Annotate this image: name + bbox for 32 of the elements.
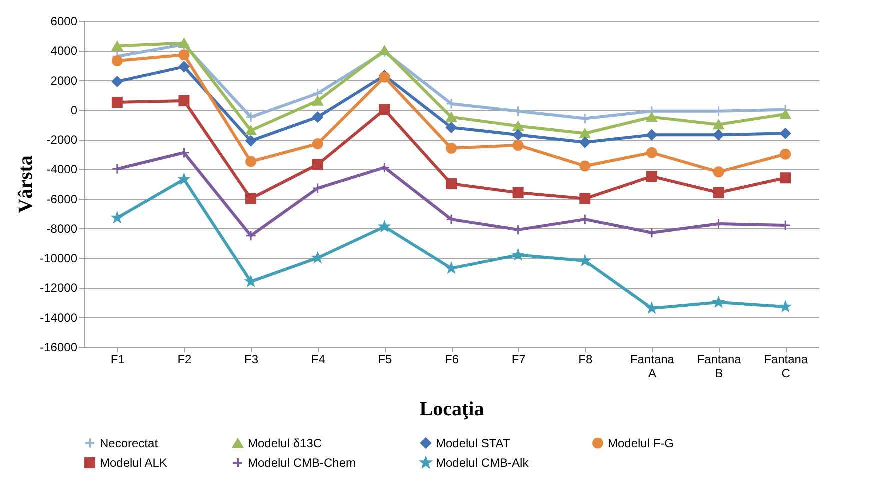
x-tick-label: F7	[512, 352, 526, 366]
y-tick-label: 0	[70, 103, 78, 118]
y-tick-label: -6000	[46, 192, 78, 206]
x-tick-label: F1	[110, 352, 126, 366]
legend-label: Modelul ALK	[100, 456, 168, 470]
y-tick-label: -8000	[46, 222, 78, 236]
y-tick-label: -4000	[46, 162, 78, 177]
y-tick-label: -2000	[46, 133, 78, 148]
legend-label: Modelul δ13C	[248, 436, 322, 451]
y-tick-label: 6000	[50, 14, 78, 28]
y-tick-label: -12000	[40, 281, 78, 296]
x-tick-label: Fantana C	[764, 352, 808, 380]
legend-label: Modelul STAT	[436, 436, 511, 450]
x-tick-label: Fantana B	[697, 352, 742, 380]
y-tick-label: -14000	[40, 310, 78, 325]
x-tick-label: F3	[244, 352, 259, 366]
x-tick-label: Fantana A	[630, 352, 675, 380]
legend-label: Modelul F-G	[608, 436, 674, 450]
y-tick-label: 4000	[50, 44, 78, 58]
x-tick-label: F4	[311, 352, 326, 366]
x-tick-label: F5	[378, 352, 393, 366]
y-tick-label: -10000	[40, 252, 78, 266]
x-tick-label: F6	[444, 352, 460, 366]
legend-label: Modelul CMB-Chem	[248, 456, 356, 470]
x-tick-label: F2	[178, 352, 192, 366]
legend-label: Modelul CMB-Alk	[436, 456, 530, 470]
y-axis-title: Vârsta	[15, 156, 38, 214]
x-tick-label: F8	[578, 352, 593, 366]
legend-label: Necorectat	[100, 436, 159, 450]
y-tick-label: 2000	[50, 74, 78, 88]
y-tick-label: -16000	[40, 340, 78, 354]
x-axis-title: Locaţia	[420, 398, 484, 420]
